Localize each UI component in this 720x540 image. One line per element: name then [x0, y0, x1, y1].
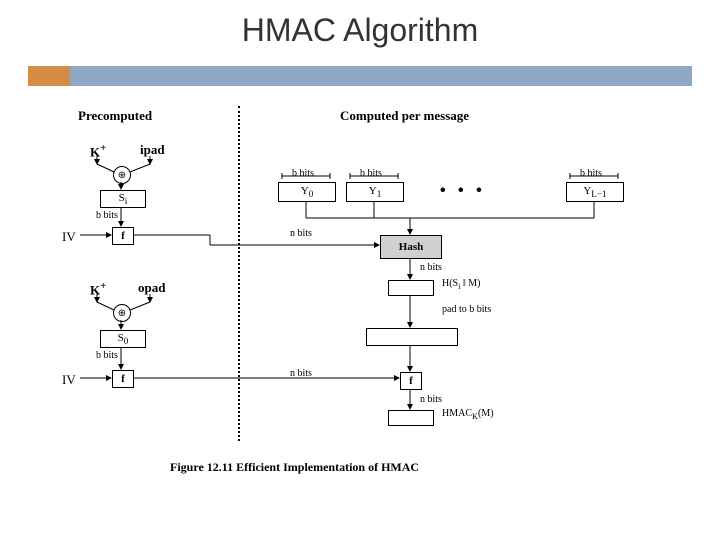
so-box: S0 — [100, 330, 146, 348]
nbits-out: n bits — [420, 394, 442, 405]
hmac-diagram: Precomputed Computed per message K+ ipad… — [60, 100, 660, 520]
arrows-svg — [60, 100, 660, 520]
bbits-2: b bits — [96, 350, 118, 361]
ipad-label: ipad — [140, 142, 165, 158]
accent-block — [28, 66, 70, 86]
divider-line — [238, 106, 240, 441]
f-box-3: f — [400, 372, 422, 390]
bbits-1: b bits — [96, 210, 118, 221]
hsim-box — [388, 280, 434, 296]
computed-header: Computed per message — [340, 108, 469, 124]
iv-1: IV — [62, 229, 76, 245]
f-box-1: f — [112, 227, 134, 245]
hsim-label: H(Si ‖ M) — [442, 278, 480, 291]
hmac-box — [388, 410, 434, 426]
nbits-f2: n bits — [290, 368, 312, 379]
bbits-y1: b bits — [360, 168, 382, 179]
hash-box: Hash — [380, 235, 442, 259]
kplus-1: K+ — [90, 142, 106, 160]
xor-2: ⊕ — [113, 304, 131, 322]
y0-box: Y0 — [278, 182, 336, 202]
si-box: Si — [100, 190, 146, 208]
y1-box: Y1 — [346, 182, 404, 202]
page-title: HMAC Algorithm — [0, 0, 720, 49]
nbits-hash-out: n bits — [420, 262, 442, 273]
opad-label: opad — [138, 280, 165, 296]
precomputed-header: Precomputed — [78, 108, 152, 124]
accent-bar — [28, 66, 692, 86]
iv-2: IV — [62, 372, 76, 388]
bbits-yL: b bits — [580, 168, 602, 179]
figure-caption: Figure 12.11 Efficient Implementation of… — [170, 460, 419, 475]
hmac-label: HMACK(M) — [442, 408, 494, 421]
bbits-y0: b bits — [292, 168, 314, 179]
dots: • • • — [440, 182, 486, 200]
pad-box — [366, 328, 458, 346]
yL1-box: YL−1 — [566, 182, 624, 202]
xor-1: ⊕ — [113, 166, 131, 184]
f-box-2: f — [112, 370, 134, 388]
nbits-hash-in: n bits — [290, 228, 312, 239]
kplus-2: K+ — [90, 280, 106, 298]
pad-label: pad to b bits — [442, 304, 491, 315]
